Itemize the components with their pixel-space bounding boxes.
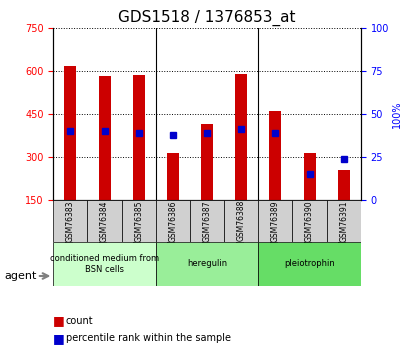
Bar (269, 111, 281, 200)
Bar (235, 73, 247, 200)
FancyBboxPatch shape (258, 241, 360, 286)
FancyBboxPatch shape (292, 200, 326, 242)
Text: GSM76387: GSM76387 (202, 200, 211, 242)
FancyBboxPatch shape (121, 200, 155, 242)
FancyBboxPatch shape (155, 241, 258, 286)
Text: GSM76390: GSM76390 (304, 200, 313, 242)
FancyBboxPatch shape (189, 200, 224, 242)
Bar (166, 152, 178, 200)
FancyBboxPatch shape (87, 200, 121, 242)
Bar (64, 66, 76, 200)
Text: GSM76388: GSM76388 (236, 200, 245, 242)
Text: GSM76389: GSM76389 (270, 200, 279, 242)
FancyBboxPatch shape (53, 241, 155, 286)
FancyBboxPatch shape (326, 200, 360, 242)
Text: GSM76384: GSM76384 (100, 200, 109, 242)
Text: percentile rank within the sample: percentile rank within the sample (65, 333, 230, 343)
Text: GSM76391: GSM76391 (338, 200, 347, 242)
Bar (337, 170, 349, 200)
FancyBboxPatch shape (258, 200, 292, 242)
Title: GDS1518 / 1376853_at: GDS1518 / 1376853_at (118, 10, 295, 26)
Text: ■: ■ (53, 314, 65, 327)
FancyBboxPatch shape (53, 200, 87, 242)
FancyBboxPatch shape (224, 200, 258, 242)
Text: conditioned medium from
BSN cells: conditioned medium from BSN cells (50, 254, 159, 274)
Text: GSM76385: GSM76385 (134, 200, 143, 242)
Y-axis label: 100%: 100% (391, 100, 401, 128)
Text: GSM76386: GSM76386 (168, 200, 177, 242)
Text: agent: agent (4, 271, 36, 281)
Text: pleiotrophin: pleiotrophin (283, 259, 334, 268)
Text: GSM76383: GSM76383 (66, 200, 75, 242)
Bar (200, 124, 213, 200)
Bar (98, 77, 110, 200)
Text: count: count (65, 316, 93, 326)
FancyBboxPatch shape (155, 200, 189, 242)
Text: heregulin: heregulin (187, 259, 227, 268)
Text: ■: ■ (53, 332, 65, 345)
Bar (133, 75, 144, 200)
Bar (303, 152, 315, 200)
